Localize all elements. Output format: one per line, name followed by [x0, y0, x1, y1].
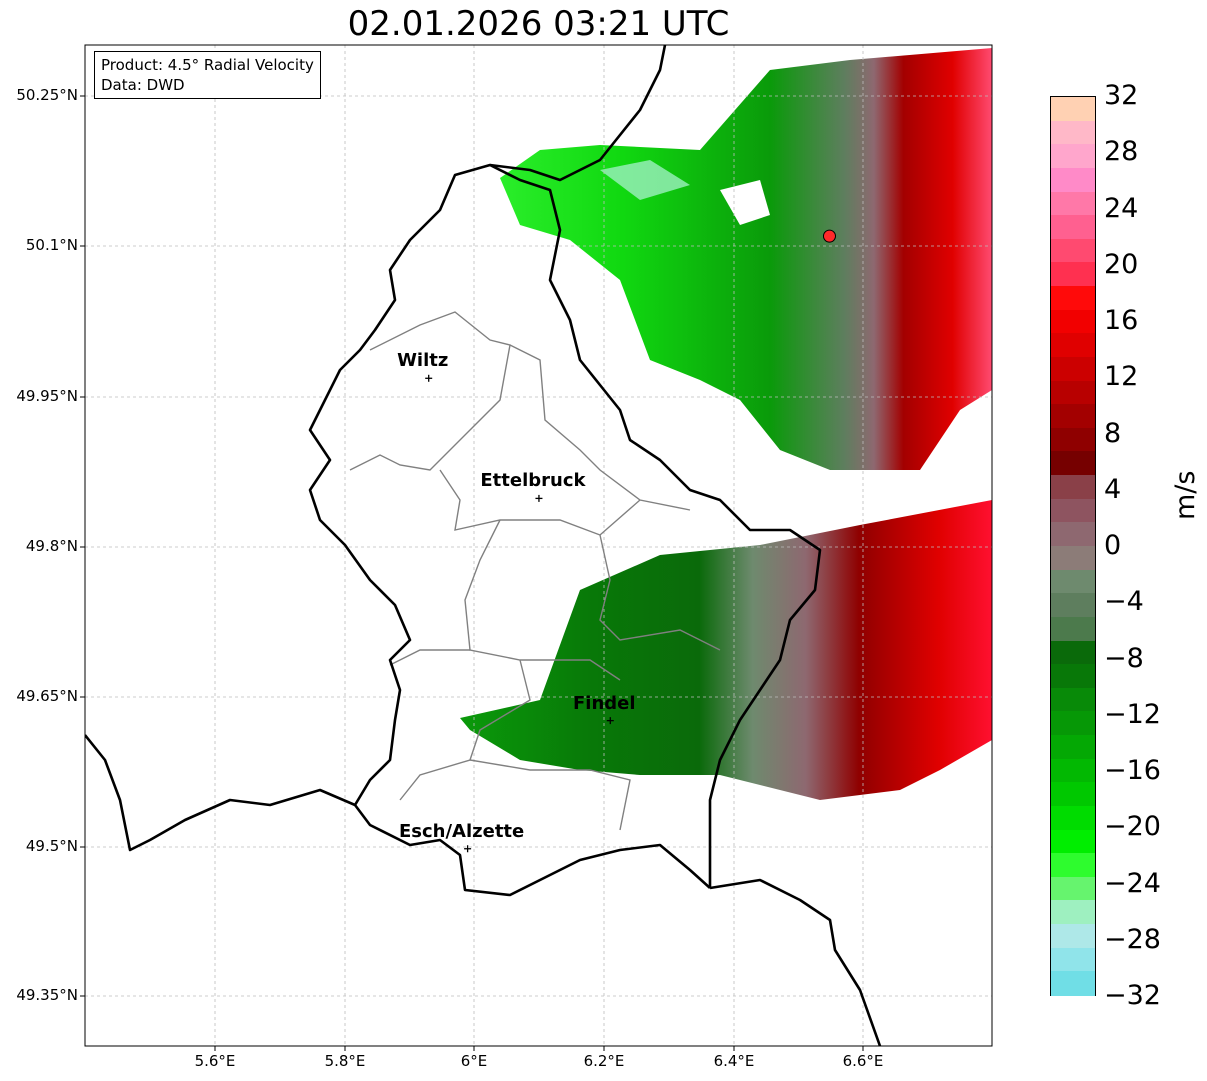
colorbar-tick: −32	[1104, 980, 1161, 1011]
radar-echo-south	[460, 500, 992, 800]
colorbar-tick: 16	[1104, 305, 1139, 336]
city-label-esch-alzette: Esch/Alzette	[398, 820, 525, 842]
lon-tick-label: 6.6°E	[842, 1052, 884, 1070]
colorbar-segment	[1051, 475, 1095, 500]
colorbar-segment	[1051, 522, 1095, 547]
colorbar-segment	[1051, 687, 1095, 712]
colorbar-segment	[1051, 546, 1095, 571]
lon-tick-label: 6.2°E	[583, 1052, 625, 1070]
lat-tick-label: 50.25°N	[16, 86, 78, 104]
colorbar-segment	[1051, 853, 1095, 878]
city-marker-icon	[606, 717, 614, 725]
colorbar-segment	[1051, 97, 1095, 122]
colorbar-segment	[1051, 735, 1095, 760]
colorbar-segment	[1051, 356, 1095, 382]
colorbar-segment	[1051, 876, 1095, 902]
colorbar-tick: −12	[1104, 698, 1161, 730]
city-label-ettelbruck: Ettelbruck	[480, 470, 586, 492]
city-label-wiltz: Wiltz	[397, 350, 449, 372]
city-marker-icon	[464, 845, 472, 853]
map-title: 02.01.2026 03:21 UTC	[347, 4, 730, 44]
colorbar-segment	[1051, 404, 1095, 429]
colorbar-tick: −16	[1104, 755, 1161, 786]
colorbar-segment	[1051, 144, 1095, 169]
colorbar-segment	[1051, 640, 1095, 665]
colorbar-segment	[1051, 924, 1095, 949]
lat-tick-label: 49.8°N	[25, 537, 78, 555]
lon-tick-label: 6.4°E	[713, 1052, 755, 1070]
colorbar-segment	[1051, 309, 1095, 334]
colorbar-segment	[1051, 664, 1095, 689]
colorbar-tick: −8	[1104, 642, 1144, 674]
colorbar-segment	[1051, 215, 1095, 240]
colorbar-tick: 8	[1104, 417, 1122, 449]
radar-echo-north	[500, 48, 992, 470]
colorbar-segment	[1051, 947, 1095, 972]
colorbar-tick: 20	[1104, 248, 1139, 280]
colorbar-segment	[1051, 569, 1095, 594]
lat-tick-label: 49.65°N	[16, 687, 78, 705]
colorbar-segment	[1051, 191, 1095, 216]
colorbar-segment	[1051, 805, 1095, 831]
info-box: Product: 4.5° Radial Velocity Data: DWD	[94, 51, 321, 99]
colorbar-segment	[1051, 333, 1095, 358]
colorbar-tick: −4	[1104, 586, 1144, 618]
lat-tick-label: 49.35°N	[16, 986, 78, 1004]
colorbar-segment	[1051, 829, 1095, 854]
colorbar-unit-label: m/s	[1170, 470, 1201, 520]
plot-frame	[84, 44, 993, 1047]
colorbar-segment	[1051, 900, 1095, 925]
colorbar-segment	[1051, 616, 1095, 642]
lat-tick-label: 49.95°N	[16, 387, 78, 405]
lon-tick-label: 5.6°E	[194, 1052, 236, 1070]
lon-tick-label: 5.8°E	[324, 1052, 366, 1070]
velocity-colorbar	[1050, 96, 1096, 996]
colorbar-segment	[1051, 120, 1095, 145]
city-marker-icon	[425, 374, 433, 382]
lat-tick-label: 49.5°N	[25, 837, 78, 855]
lon-tick-label: 6°E	[460, 1052, 488, 1070]
colorbar-tick: −24	[1104, 867, 1161, 899]
product-label: Product: 4.5° Radial Velocity	[101, 56, 314, 74]
colorbar-tick: 28	[1104, 136, 1139, 168]
canton-borders	[349, 311, 721, 831]
colorbar-segment	[1051, 711, 1095, 736]
city-marker-icon	[535, 494, 543, 502]
colorbar-tick: −20	[1104, 811, 1161, 843]
colorbar-segment	[1051, 167, 1095, 193]
colorbar-segment	[1051, 380, 1095, 405]
colorbar-tick: −28	[1104, 923, 1161, 955]
lat-tick-label: 50.1°N	[25, 236, 78, 254]
axis-ticks	[80, 95, 864, 1051]
colorbar-tick: 32	[1104, 80, 1139, 111]
colorbar-segment	[1051, 262, 1095, 287]
colorbar-tick: 0	[1104, 530, 1122, 561]
colorbar-segment	[1051, 758, 1095, 783]
colorbar-tick: 24	[1104, 192, 1139, 224]
colorbar-segment	[1051, 451, 1095, 476]
data-source-label: Data: DWD	[101, 76, 185, 94]
colorbar-segment	[1051, 971, 1095, 996]
colorbar-segment	[1051, 238, 1095, 263]
colorbar-segment	[1051, 427, 1095, 453]
colorbar-tick: 4	[1104, 473, 1122, 505]
city-label-findel: Findel	[573, 692, 636, 714]
country-borders	[85, 45, 882, 1046]
colorbar-segment	[1051, 593, 1095, 618]
colorbar-tick: 12	[1104, 361, 1139, 393]
colorbar-segment	[1051, 498, 1095, 523]
colorbar-segment	[1051, 286, 1095, 311]
colorbar-segment	[1051, 782, 1095, 807]
radar-site-marker[interactable]	[822, 229, 836, 243]
city-markers	[425, 374, 614, 853]
